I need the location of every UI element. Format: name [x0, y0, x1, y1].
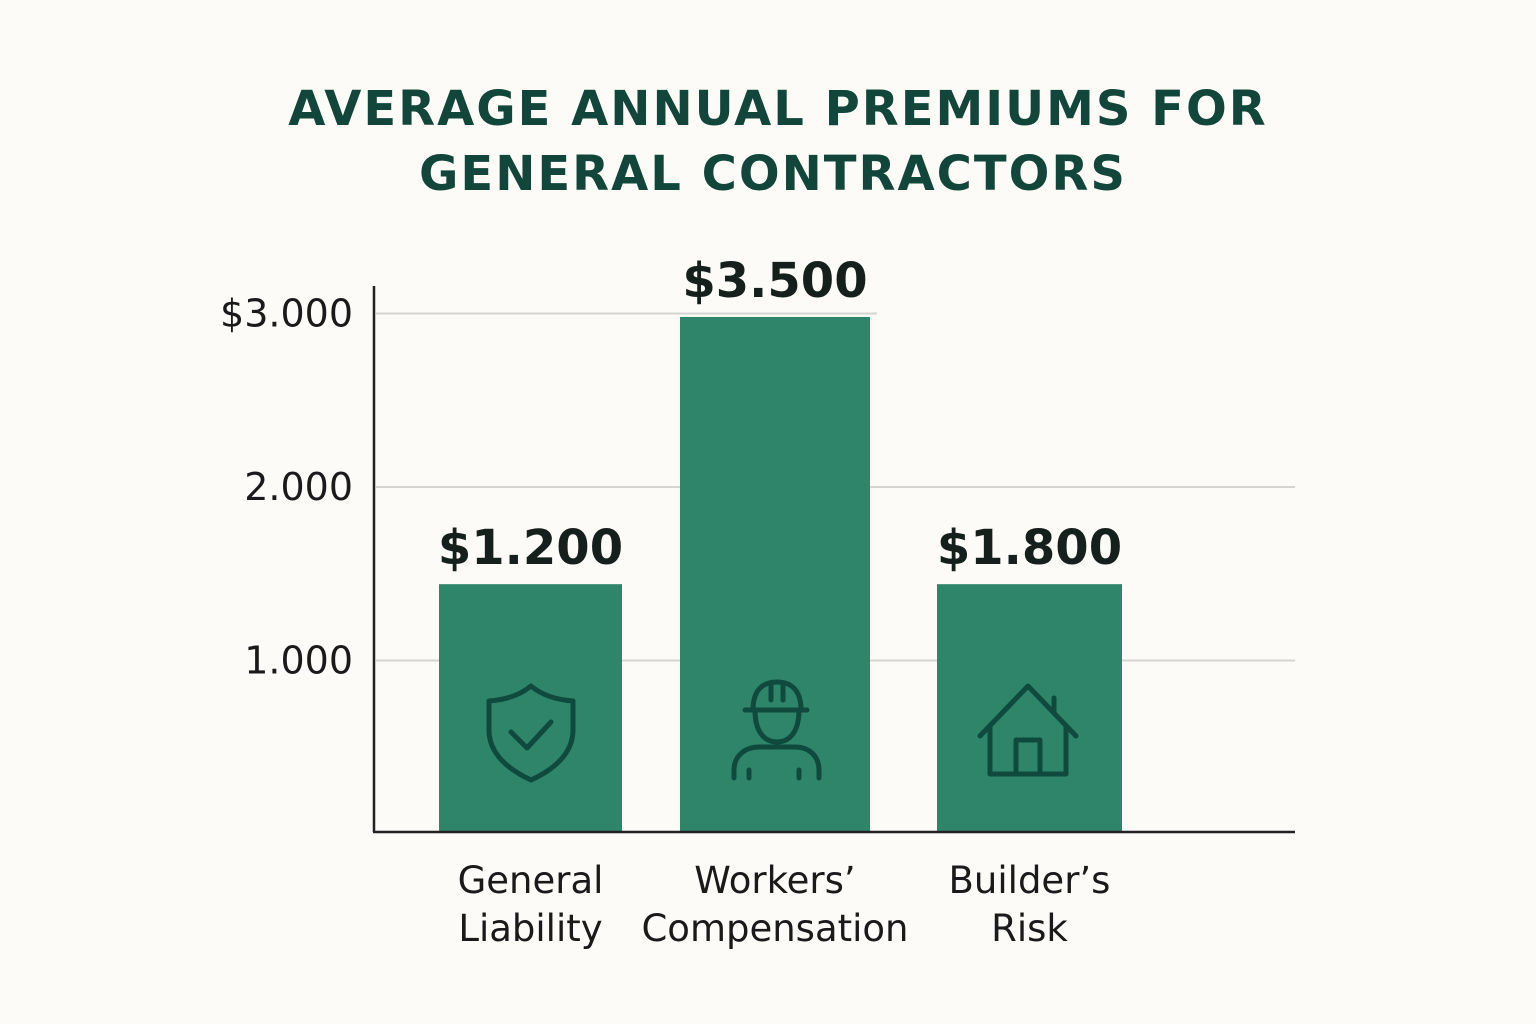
y-tick-label: 2.000 [244, 465, 353, 509]
category-label: Builder’s [949, 859, 1111, 902]
bar-value-label: $1.200 [438, 520, 623, 576]
bar-value-label: $1.800 [937, 520, 1122, 576]
bar-value-label: $3.500 [682, 253, 867, 309]
category-label: Risk [991, 907, 1068, 950]
bar [937, 584, 1122, 832]
worker-hardhat-icon [731, 679, 822, 781]
bar [680, 316, 870, 833]
chart-title-line-2: GENERAL CONTRACTORS [419, 146, 1127, 202]
y-tick-label: 1.000 [244, 639, 353, 683]
category-label: Workers’ [694, 859, 855, 902]
category-label: Liability [458, 907, 602, 950]
shield-check-icon [486, 683, 576, 783]
category-label: General [458, 859, 604, 902]
house-icon [977, 683, 1079, 777]
y-tick-label: $3.000 [220, 292, 353, 336]
bar [439, 584, 622, 832]
chart-title-line-1: AVERAGE ANNUAL PREMIUMS FOR [288, 81, 1267, 137]
category-label: Compensation [641, 907, 908, 950]
